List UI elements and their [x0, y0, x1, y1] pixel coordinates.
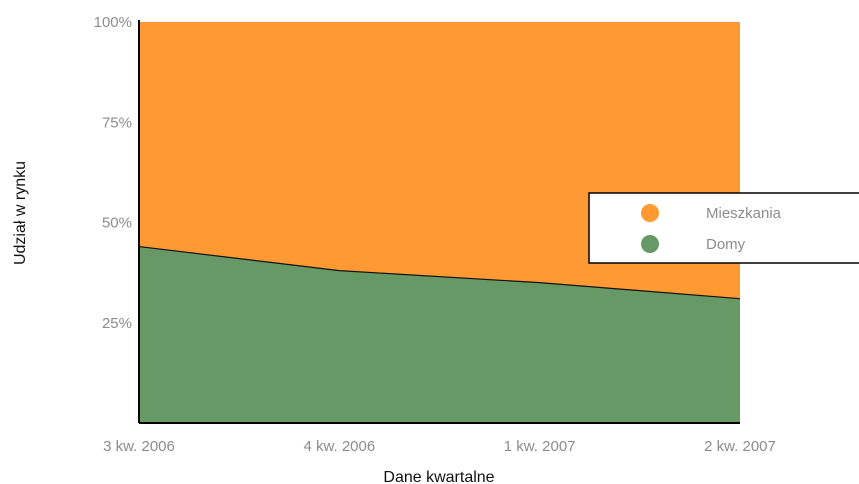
y-axis-title: Udział w rynku: [12, 161, 29, 265]
y-tick-label: 25%: [102, 315, 132, 332]
legend-label-mieszkania: Mieszkania: [706, 205, 782, 222]
y-tick-label: 100%: [94, 14, 132, 31]
x-tick-label: 2 kw. 2007: [704, 438, 776, 455]
legend-marker-domy: [641, 235, 659, 253]
legend-marker-mieszkania: [641, 204, 659, 222]
x-tick-label: 1 kw. 2007: [504, 438, 576, 455]
legend-box: [588, 192, 859, 264]
x-axis-ticks: 3 kw. 2006 4 kw. 2006 1 kw. 2007 2 kw. 2007: [103, 438, 776, 455]
legend: Mieszkania Domy: [588, 192, 859, 264]
y-axis-ticks: 25% 50% 75% 100%: [94, 14, 132, 332]
legend-label-domy: Domy: [706, 236, 746, 253]
x-tick-label: 4 kw. 2006: [303, 438, 375, 455]
x-axis-title: Dane kwartalne: [383, 469, 494, 484]
area-domy: [139, 246, 740, 423]
series-boundary-line: [138, 245, 741, 300]
y-tick-label: 50%: [102, 215, 132, 232]
y-tick-label: 75%: [102, 114, 132, 131]
x-tick-label: 3 kw. 2006: [103, 438, 175, 455]
